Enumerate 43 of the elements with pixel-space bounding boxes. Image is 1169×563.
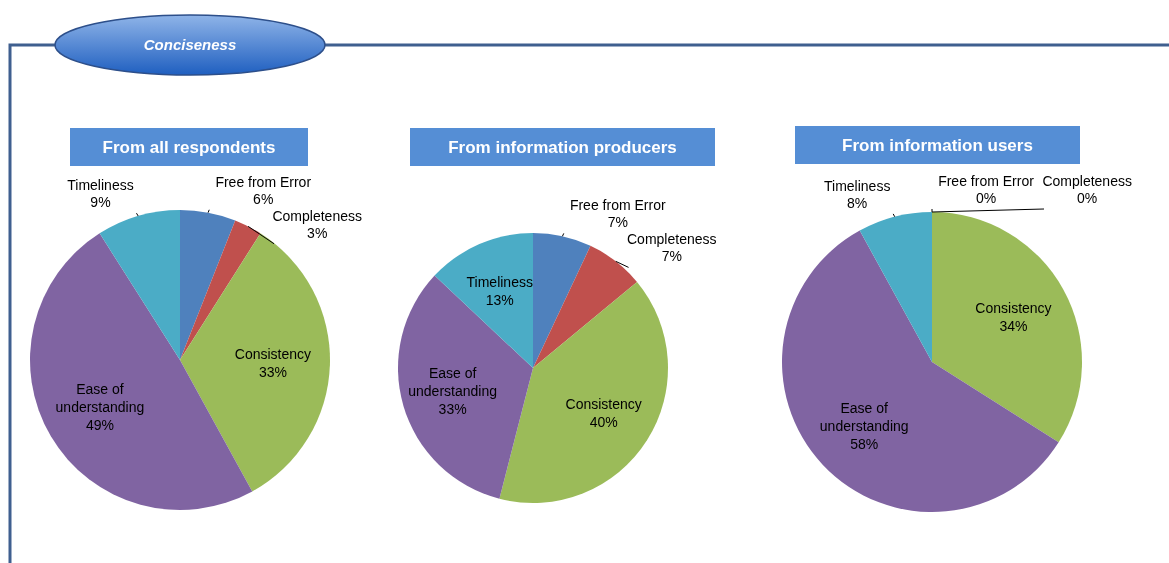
data-label: 6% <box>253 190 274 207</box>
text: Conciseness <box>143 36 237 53</box>
pie-slice <box>533 245 638 368</box>
pie-slice <box>932 212 1082 443</box>
text: 0% <box>1077 190 1098 206</box>
data-label: 13% <box>485 292 514 309</box>
slice-label: Completeness <box>627 231 717 248</box>
slice-label: Timeliness <box>824 177 891 194</box>
slice-label: Consistency <box>234 345 312 362</box>
data-label: 33% <box>438 401 467 418</box>
data-label: 33% <box>258 363 287 380</box>
chart-title: From all respondents <box>102 138 276 157</box>
category-label: Free from Error <box>938 173 1034 189</box>
data-label: 8% <box>847 194 868 211</box>
slice-label: Timeliness <box>67 177 134 194</box>
slice-label: Consistency <box>565 395 642 412</box>
pie-slice <box>434 233 533 368</box>
slice-label: Free from Error <box>569 197 666 214</box>
pie-slice <box>859 212 932 362</box>
slice-label: Consistency <box>975 300 1052 317</box>
slice-label: Ease of understanding <box>819 399 909 434</box>
data-label: 34% <box>999 318 1028 335</box>
chart-title: From information producers <box>448 138 677 157</box>
pie-slice <box>782 230 1059 512</box>
slice-label: Completeness <box>272 207 362 224</box>
pie-slice <box>533 233 591 368</box>
chart-title: From information users <box>842 136 1033 155</box>
data-label: 9% <box>90 194 111 211</box>
slice-label: Ease of understanding <box>408 365 497 400</box>
category-label: Completeness <box>1042 173 1132 189</box>
data-label: 7% <box>661 248 682 265</box>
data-label: 40% <box>589 413 618 430</box>
pie-slice <box>180 210 236 360</box>
data-label: 49% <box>85 417 114 434</box>
text: 0% <box>975 190 997 206</box>
slice-label: Free from Error <box>215 173 312 190</box>
data-label: 58% <box>850 435 879 452</box>
data-label: 3% <box>307 224 328 241</box>
slice-label: Ease of understanding <box>55 381 145 416</box>
pie-slice <box>398 275 533 499</box>
slice-label: Timeliness <box>466 274 533 291</box>
pie-slice <box>99 210 180 360</box>
data-label: 7% <box>607 214 628 231</box>
